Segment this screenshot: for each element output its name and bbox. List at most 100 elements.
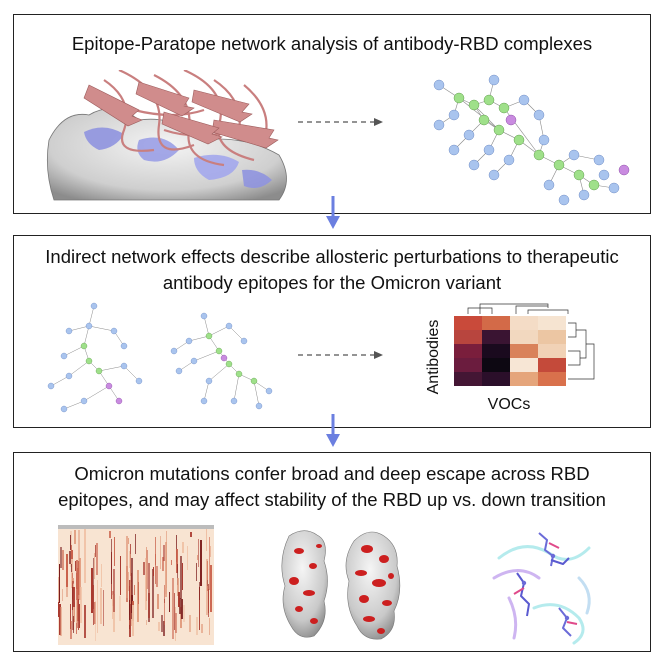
flow-arrow-2 (326, 414, 340, 447)
escape-heatmap-stripe (177, 564, 178, 585)
escape-heatmap-stripe (164, 585, 165, 625)
escape-heatmap-stripe (62, 589, 63, 601)
heatmap-ylabel: Antibodies (425, 319, 442, 395)
escape-heatmap-stripe (178, 592, 180, 607)
escape-heatmap-stripe (79, 558, 81, 600)
escape-heatmap-stripe (58, 602, 59, 617)
escape-heatmap-stripe (163, 545, 165, 561)
escape-heatmap-stripe (70, 535, 71, 550)
escape-heatmap-stripe (143, 562, 145, 575)
escape-heatmap-stripe (80, 587, 82, 623)
escape-heatmap-stripe (183, 605, 185, 622)
escape-heatmap-stripe (208, 584, 209, 617)
escape-heatmap-stripe (197, 555, 198, 560)
escape-heatmap-stripe (148, 563, 150, 618)
dashed-arrow-1 (298, 118, 383, 126)
escape-heatmap-stripe (73, 587, 75, 607)
escape-heatmap-stripe (95, 545, 96, 557)
escape-heatmap-stripe (177, 578, 179, 596)
heatmap-xlabel: VOCs (487, 396, 531, 413)
escape-heatmap-stripe (134, 585, 135, 595)
escape-heatmap-stripe (182, 542, 184, 553)
escape-heatmap-stripe (93, 585, 94, 625)
escape-heatmap-stripe (166, 531, 167, 588)
escape-heatmap-stripe (199, 582, 200, 600)
escape-heatmap-stripe (158, 622, 160, 631)
escape-heatmap-stripe (69, 551, 71, 564)
escape-heatmap-stripe (196, 617, 198, 635)
escape-heatmap-stripe (172, 578, 174, 639)
escape-heatmap-stripe (70, 621, 72, 639)
escape-heatmap-stripe (187, 546, 188, 570)
panel-omicron-escape: Omicron mutations confer broad and deep … (13, 452, 651, 652)
escape-heatmap-stripe (91, 568, 93, 613)
escape-heatmap-stripe (59, 564, 60, 603)
escape-heatmap-stripe (72, 578, 74, 583)
escape-heatmap-stripe (152, 569, 154, 618)
escape-heatmap-stripe (73, 616, 74, 633)
panel-epitope-paratope: Epitope-Paratope network analysis of ant… (13, 14, 651, 214)
escape-heatmap-image (58, 525, 214, 645)
escape-heatmap-stripe (114, 537, 115, 566)
escape-heatmap-stripe (130, 554, 131, 604)
panel-2-title-line-2: antibody epitopes for the Omicron varian… (162, 272, 502, 293)
escape-heatmap-stripe (153, 567, 154, 576)
escape-heatmap-stripe (119, 596, 121, 621)
escape-heatmap-stripe (181, 599, 183, 619)
escape-heatmap-stripe (138, 582, 139, 604)
escape-heatmap-stripe (169, 592, 170, 612)
indirect-network-graph-1 (47, 302, 143, 413)
escape-heatmap-stripe (200, 540, 202, 586)
escape-heatmap-stripe (62, 550, 64, 570)
escape-heatmap-stripe (60, 607, 62, 636)
escape-heatmap-stripe (156, 566, 158, 587)
escape-heatmap-stripe (79, 604, 80, 628)
escape-heatmap-stripe (209, 618, 210, 635)
escape-heatmap-stripe (109, 531, 111, 538)
escape-heatmap-stripe (129, 600, 130, 620)
panel-allosteric-perturbations: Indirect network effects describe allost… (13, 235, 651, 428)
escape-heatmap-stripe (162, 557, 164, 571)
escape-heatmap-stripe (210, 565, 212, 612)
panel-2-title-line-1: Indirect network effects describe allost… (45, 246, 619, 267)
escape-heatmap-stripe (74, 530, 76, 544)
escape-heatmap-stripe (120, 556, 121, 595)
escape-heatmap-stripe (100, 588, 102, 624)
panel-1-title: Epitope-Paratope network analysis of ant… (71, 33, 593, 54)
escape-heatmap-stripe (97, 580, 98, 633)
escape-heatmap-stripe (70, 604, 71, 629)
escape-heatmap-stripe (126, 536, 128, 598)
escape-heatmap-stripe (198, 539, 199, 567)
escape-heatmap-stripe (146, 620, 147, 625)
escape-heatmap-stripe (129, 551, 130, 568)
escape-heatmap-stripe (78, 530, 80, 578)
escape-heatmap-stripe (135, 534, 136, 554)
flow-arrow-1 (326, 196, 340, 229)
escape-heatmap-stripe (199, 587, 200, 630)
rbd-surface-escape-image (281, 530, 401, 640)
escape-heatmap-stripe (96, 543, 98, 575)
escape-heatmap-stripe (71, 564, 72, 572)
escape-heatmap-stripe (66, 554, 68, 587)
escape-heatmap-stripe (175, 613, 177, 633)
escape-heatmap-stripe (210, 546, 211, 557)
escape-heatmap-stripe (95, 601, 96, 641)
escape-heatmap-stripe (161, 615, 163, 632)
panel-3-title-line-1: Omicron mutations confer broad and deep … (74, 463, 590, 484)
escape-heatmap-stripe (206, 529, 207, 551)
escape-heatmap-stripe (60, 547, 62, 568)
escape-heatmap-stripe (84, 605, 86, 638)
escape-heatmap-stripe (157, 594, 159, 609)
escape-heatmap-stripe (101, 564, 102, 587)
panel-3-title-line-2: epitopes, and may affect stability of th… (58, 489, 606, 510)
epitope-paratope-network-graph (433, 74, 630, 206)
escape-heatmap-stripe (94, 553, 95, 579)
escape-heatmap-stripe (190, 532, 192, 537)
escape-heatmap-stripe (155, 554, 156, 584)
escape-heatmap-stripe (111, 539, 112, 584)
escape-heatmap-stripe (132, 605, 134, 636)
escape-heatmap-stripe (176, 549, 178, 573)
escape-heatmap-stripe (171, 560, 172, 565)
escape-heatmap-stripe (163, 621, 165, 636)
antibody-voc-heatmap (454, 303, 595, 386)
